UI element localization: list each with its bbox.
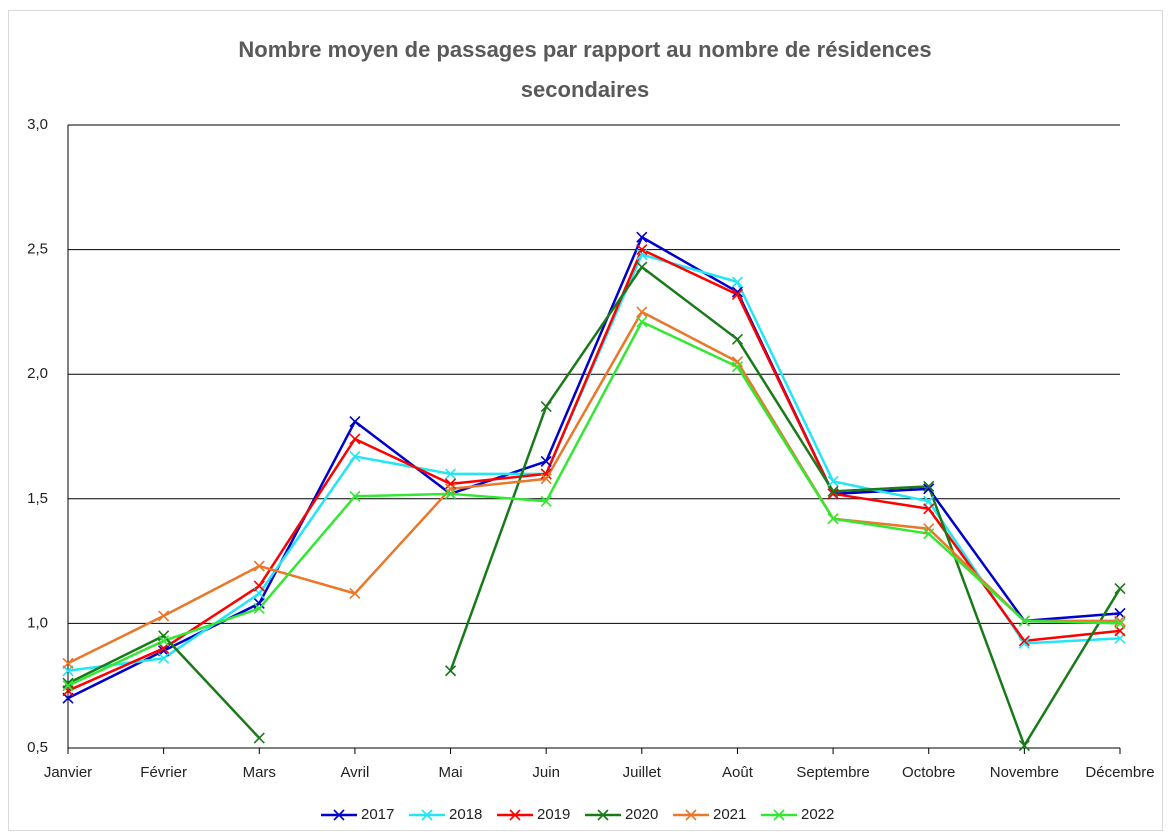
series-marker xyxy=(731,276,744,288)
series-marker xyxy=(923,483,935,495)
series-marker xyxy=(636,231,648,243)
series-marker xyxy=(253,597,265,610)
y-tick-label: 3,0 xyxy=(27,116,48,133)
series-marker xyxy=(444,468,457,480)
x-tick-label: Janvier xyxy=(44,764,92,781)
legend-marker xyxy=(509,809,521,821)
series-marker xyxy=(827,488,839,500)
series-marker xyxy=(349,587,361,600)
series-marker xyxy=(636,306,648,318)
series-line xyxy=(67,320,1121,687)
series-marker xyxy=(444,665,457,677)
series-marker xyxy=(636,316,648,328)
legend-label: 2021 xyxy=(713,806,746,823)
series-marker xyxy=(923,503,935,515)
series-line xyxy=(67,310,1120,665)
series-marker xyxy=(253,580,265,592)
x-tick-label: Mars xyxy=(243,764,276,781)
legend-marker xyxy=(685,809,697,821)
series-marker xyxy=(923,528,935,540)
series-marker xyxy=(444,478,457,490)
series-marker xyxy=(62,657,74,669)
series-marker xyxy=(540,473,552,485)
x-tick-label: Décembre xyxy=(1085,764,1154,781)
series-marker xyxy=(923,523,935,535)
series-marker xyxy=(158,610,170,622)
x-tick-label: Août xyxy=(722,764,754,781)
y-tick-label: 1,0 xyxy=(27,614,48,631)
series-marker xyxy=(62,680,74,692)
legend-marker xyxy=(421,809,433,821)
series-marker xyxy=(1114,582,1126,595)
series-marker xyxy=(158,652,170,664)
legend-label: 2017 xyxy=(361,806,394,823)
series-marker xyxy=(1018,615,1030,627)
legend-label: 2019 xyxy=(537,806,570,823)
series-marker xyxy=(444,488,457,500)
chart-title: Nombre moyen de passages par rapport au … xyxy=(238,37,932,102)
chart-border xyxy=(8,10,1163,831)
series-marker xyxy=(636,244,648,256)
x-tick-label: Novembre xyxy=(990,764,1059,781)
series-marker xyxy=(349,490,361,502)
x-tick-label: Juin xyxy=(532,764,560,781)
series-marker xyxy=(349,415,361,428)
y-tick-label: 2,0 xyxy=(27,365,48,382)
series-marker xyxy=(1018,635,1030,647)
series-marker xyxy=(540,468,552,480)
series-marker xyxy=(349,433,361,445)
series-marker xyxy=(636,249,648,261)
x-tick-label: Avril xyxy=(340,764,369,781)
series-marker xyxy=(1018,637,1030,649)
series-marker xyxy=(62,677,74,689)
series-marker xyxy=(540,495,552,507)
series-marker xyxy=(1114,615,1126,627)
series-marker xyxy=(1114,617,1126,629)
y-tick-label: 1,5 xyxy=(27,490,48,507)
x-tick-label: Juillet xyxy=(623,764,662,781)
x-tick-label: Octobre xyxy=(902,764,955,781)
series-marker xyxy=(253,560,265,572)
x-tick-label: Septembre xyxy=(796,764,869,781)
series-marker xyxy=(253,602,265,615)
series-marker xyxy=(731,356,744,368)
legend-label: 2020 xyxy=(625,806,658,823)
series-marker xyxy=(827,513,839,525)
legend-marker xyxy=(597,809,609,821)
legend-marker xyxy=(773,809,785,821)
x-tick-label: Février xyxy=(140,764,187,781)
legend-marker xyxy=(333,809,345,821)
x-tick-label: Mai xyxy=(438,764,462,781)
series-marker xyxy=(158,635,170,647)
legend-label: 2022 xyxy=(801,806,834,823)
series-marker xyxy=(923,480,935,492)
series-marker xyxy=(731,286,744,298)
series-marker xyxy=(1018,739,1030,752)
series-marker xyxy=(253,732,265,744)
legend-label: 2018 xyxy=(449,806,482,823)
series-marker xyxy=(444,483,457,495)
series-marker xyxy=(731,333,744,345)
series-marker xyxy=(827,485,839,497)
y-tick-label: 0,5 xyxy=(27,739,48,756)
series-line xyxy=(67,235,1121,700)
y-tick-label: 2,5 xyxy=(27,241,48,258)
series-marker xyxy=(349,450,361,463)
series-marker xyxy=(731,361,744,373)
series-marker xyxy=(731,288,744,301)
series-marker xyxy=(827,475,839,487)
series-marker xyxy=(636,261,648,273)
series-marker xyxy=(540,401,552,413)
series-marker xyxy=(158,630,170,642)
series-marker xyxy=(540,455,552,467)
